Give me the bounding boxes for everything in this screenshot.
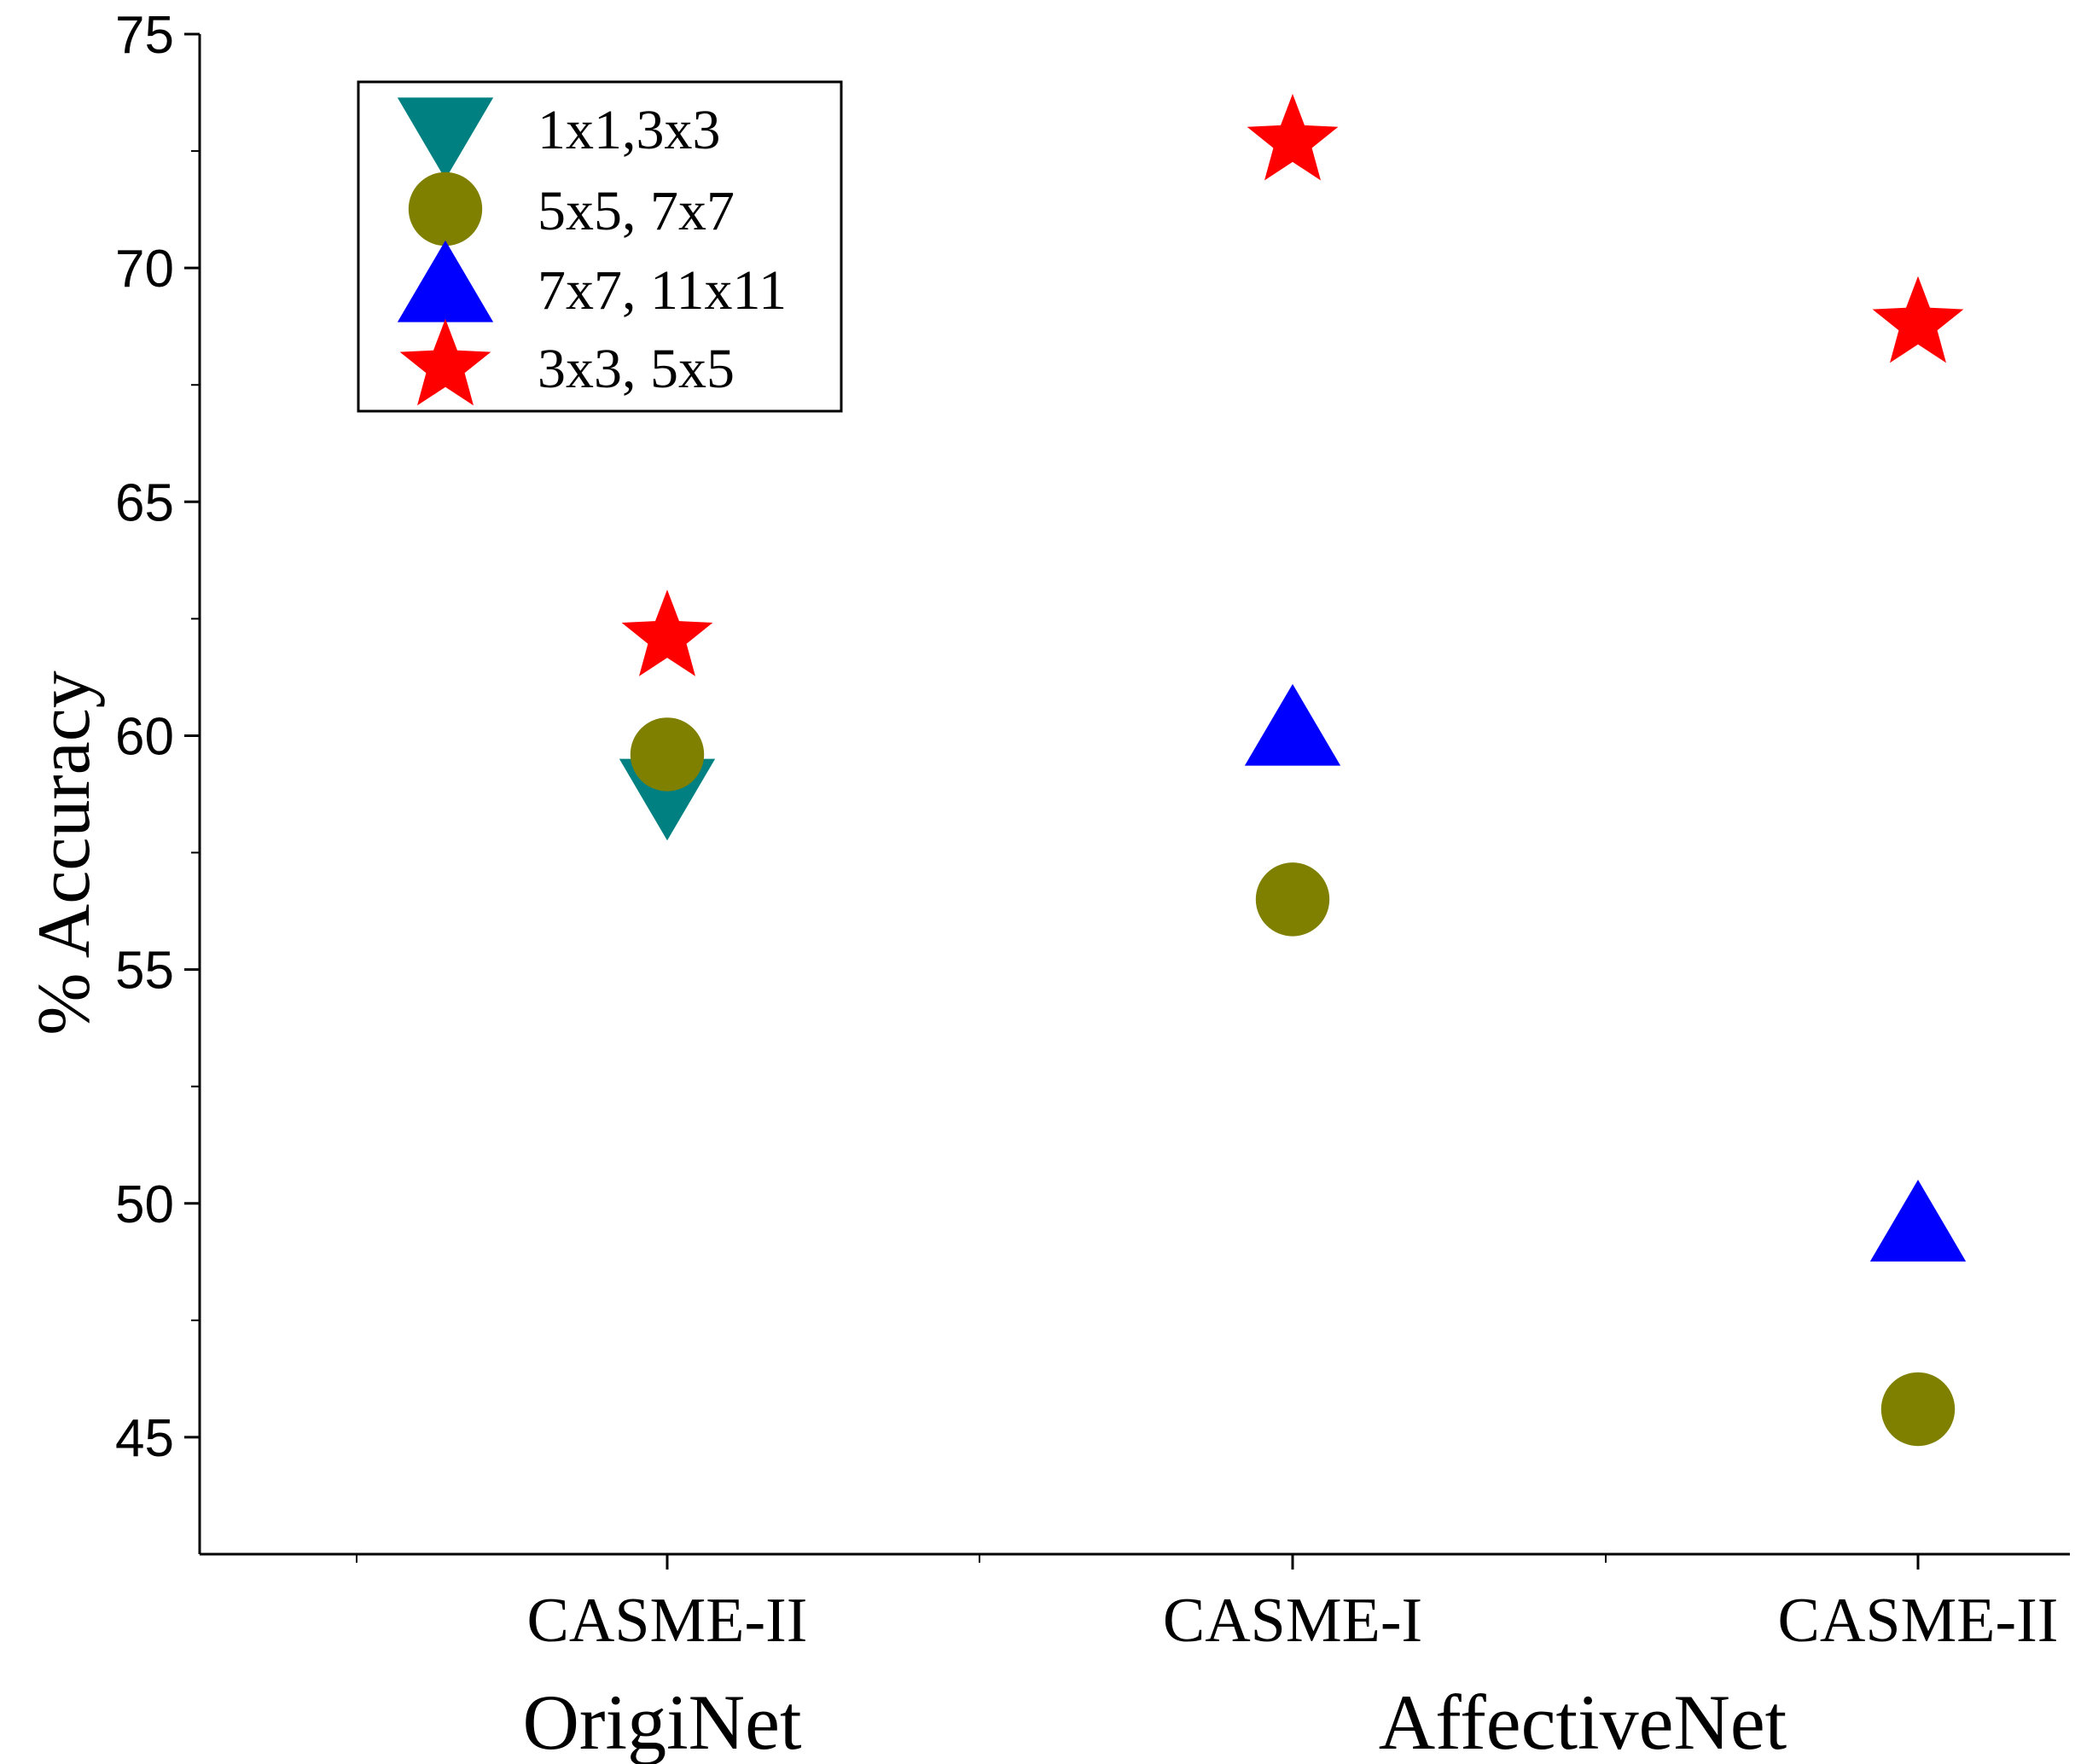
x-axis-ticks: CASME-II CASME-I CASME-II OrigiNet Affective… <box>356 1554 2059 1764</box>
y-tick-label: 75 <box>115 6 174 65</box>
data-point <box>1869 1180 1967 1262</box>
data-point <box>1247 94 1339 181</box>
data-point <box>1880 1372 1956 1447</box>
data-point <box>1255 862 1330 937</box>
data-point <box>621 589 713 676</box>
axes <box>198 34 2070 1556</box>
y-tick-label: 65 <box>115 473 174 532</box>
legend-marker <box>397 97 494 180</box>
group-label: OrigiNet <box>522 1679 801 1764</box>
y-tick-label: 55 <box>115 942 174 1001</box>
legend-label: 7x7, 11x11 <box>538 259 787 322</box>
legend-marker <box>408 171 483 247</box>
y-tick-label: 70 <box>115 240 174 299</box>
data-point <box>630 717 705 792</box>
legend-label: 5x5, 7x7 <box>538 180 735 242</box>
legend: 1x1,3x3 5x5, 7x7 7x7, 11x11 3x3, 5x5 <box>357 80 843 413</box>
x-category-label: CASME-I <box>1163 1586 1422 1656</box>
y-tick-label: 45 <box>115 1409 174 1468</box>
legend-label: 1x1,3x3 <box>538 99 721 161</box>
data-points <box>619 94 1967 1447</box>
x-category-label: CASME-II <box>527 1586 808 1656</box>
x-category-label: CASME-II <box>1778 1586 2059 1656</box>
y-axis-ticks: 45 50 55 60 65 70 75 <box>115 6 200 1468</box>
data-point <box>1244 683 1341 766</box>
legend-marker <box>399 318 491 406</box>
y-axis-label: % Accuracy <box>23 670 106 1036</box>
legend-label: 3x3, 5x5 <box>538 338 735 400</box>
group-label: AffectiveNet <box>1379 1679 1787 1764</box>
y-tick-label: 60 <box>115 707 174 766</box>
y-tick-label: 50 <box>115 1175 174 1234</box>
legend-marker <box>397 240 494 322</box>
data-point <box>1872 276 1964 363</box>
